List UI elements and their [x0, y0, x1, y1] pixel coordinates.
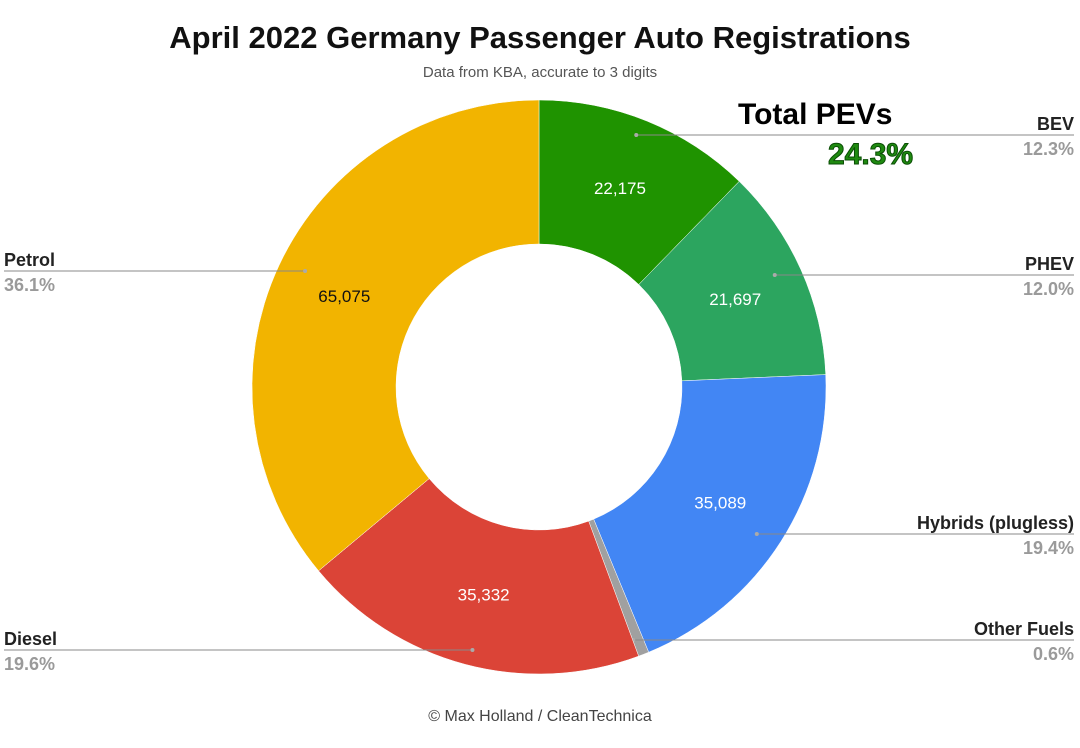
leader-dot-hybrids-plugless — [754, 532, 759, 536]
legend-name-petrol: Petrol — [4, 250, 55, 270]
legend-name-other-fuels: Other Fuels — [974, 619, 1074, 639]
legend-name-diesel: Diesel — [4, 629, 57, 649]
value-label-phev: 21,697 — [709, 290, 761, 309]
chart-title: April 2022 Germany Passenger Auto Regist… — [169, 20, 911, 55]
legend-name-phev: PHEV — [1025, 254, 1074, 274]
total-pevs-label: Total PEVs — [738, 98, 893, 131]
value-label-hybrids-plugless: 35,089 — [694, 494, 746, 513]
slice-hybrids-plugless — [593, 374, 827, 653]
leader-dot-petrol — [303, 269, 308, 273]
legend-percent-bev: 12.3% — [1023, 139, 1074, 159]
legend-percent-diesel: 19.6% — [4, 654, 55, 674]
slice-phev — [638, 181, 826, 382]
value-label-diesel: 35,332 — [458, 586, 510, 605]
chart-subtitle: Data from KBA, accurate to 3 digits — [422, 64, 658, 81]
legend-percent-phev: 12.0% — [1023, 279, 1074, 299]
leader-dot-phev — [772, 273, 777, 277]
chart-credit: © Max Holland / CleanTechnica — [428, 708, 652, 725]
leader-dot-bev — [634, 133, 639, 137]
legend-percent-hybrids-plugless: 19.4% — [1023, 538, 1074, 558]
legend-percent-petrol: 36.1% — [4, 275, 55, 295]
leader-dot-diesel — [470, 648, 475, 652]
total-pevs-value: 24.3% — [827, 138, 914, 172]
value-label-petrol: 65,075 — [318, 287, 370, 306]
slice-diesel — [318, 478, 639, 675]
value-label-bev: 22,175 — [594, 179, 646, 198]
legend-name-hybrids-plugless: Hybrids (plugless) — [917, 513, 1074, 533]
legend-percent-other-fuels: 0.6% — [1033, 644, 1074, 664]
legend-name-bev: BEV — [1037, 114, 1074, 134]
slice-petrol — [251, 99, 540, 572]
